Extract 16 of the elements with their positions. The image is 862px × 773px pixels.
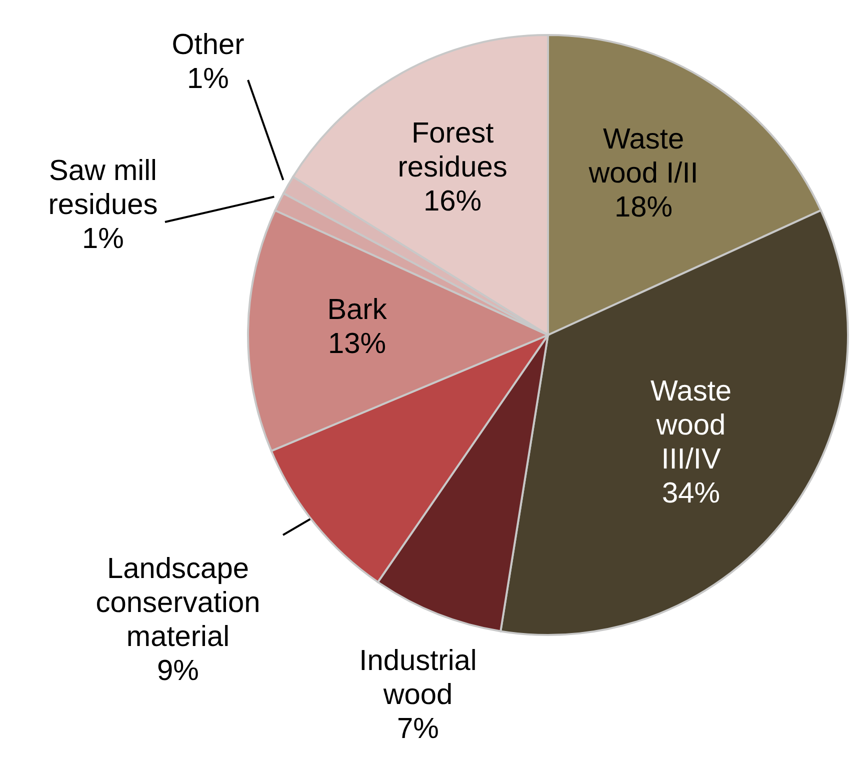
data-label: 1% bbox=[82, 223, 124, 255]
data-label: 34% bbox=[662, 478, 720, 510]
data-label: 13% bbox=[328, 328, 386, 360]
slice-label: Landscape conservation material bbox=[96, 553, 260, 653]
data-label: 9% bbox=[157, 655, 199, 687]
slice-label: Other bbox=[172, 29, 245, 61]
slice-label: Bark bbox=[327, 294, 388, 326]
slice-label: Saw mill residues bbox=[48, 155, 158, 221]
data-label: 7% bbox=[397, 713, 439, 745]
data-label: 16% bbox=[424, 185, 482, 218]
data-label: 18% bbox=[614, 192, 673, 224]
slice-label: Waste wood III/IV bbox=[650, 376, 732, 476]
slice-label: Waste wood I/II bbox=[588, 124, 698, 190]
slice-label: Industrial wood bbox=[359, 645, 477, 711]
data-label: 1% bbox=[187, 63, 229, 95]
slice-label: Forest residues bbox=[398, 117, 508, 184]
